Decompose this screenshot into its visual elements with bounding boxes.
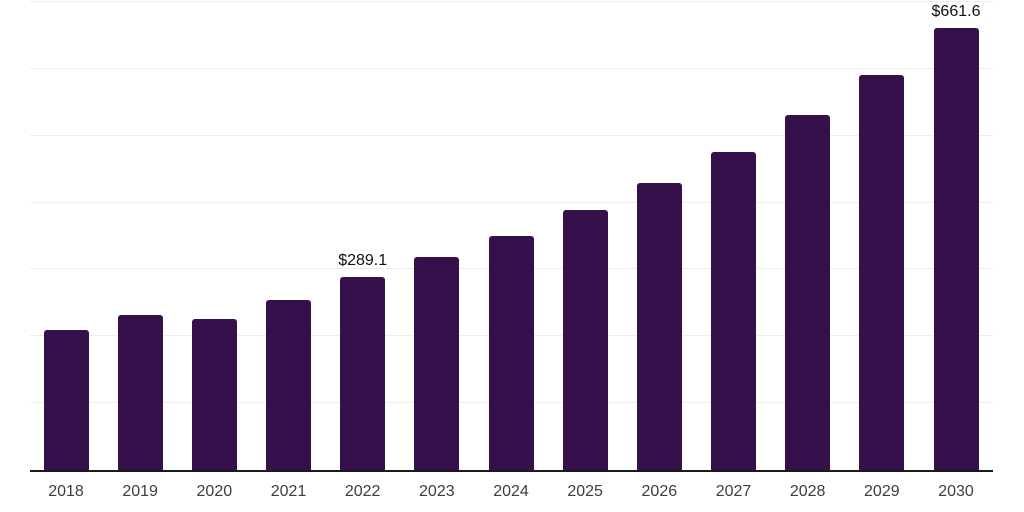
gridline-700	[30, 1, 993, 2]
bar-2018	[43, 330, 89, 470]
x-tick-label-2023: 2023	[419, 483, 455, 500]
bar-2023	[414, 256, 460, 470]
x-tick-label-2022: 2022	[344, 483, 381, 500]
x-axis-line	[30, 470, 993, 472]
bar-2022	[340, 276, 386, 470]
bar-2025	[562, 209, 608, 470]
value-label-2030: $661.6	[931, 2, 981, 20]
bar-2024	[488, 236, 534, 470]
gridline-400	[30, 201, 993, 203]
x-tick-label-2018: 2018	[48, 483, 84, 500]
x-tick-label-2030: 2030	[938, 483, 974, 500]
bar-2021	[266, 300, 311, 470]
x-tick-label-2028: 2028	[789, 483, 826, 500]
bar-2019	[117, 314, 163, 470]
bar-2029	[859, 74, 905, 470]
value-label-2022: $289.1	[338, 251, 388, 269]
bar-2028	[785, 115, 831, 470]
plot-area: $289.1 $661.6	[30, 0, 993, 470]
bar-2027	[711, 151, 756, 470]
gridline-600	[30, 67, 993, 69]
x-tick-label-2024: 2024	[493, 483, 529, 500]
gridline-500	[30, 134, 993, 136]
x-tick-label-2027: 2027	[715, 483, 752, 500]
bar-2030	[933, 27, 979, 470]
x-tick-label-2025: 2025	[567, 483, 603, 500]
x-tick-label-2021: 2021	[270, 483, 307, 500]
x-tick-label-2029: 2029	[864, 483, 900, 500]
x-tick-label-2026: 2026	[641, 483, 678, 500]
bar-2020	[191, 318, 237, 470]
x-tick-label-2020: 2020	[196, 483, 233, 500]
bar-2026	[636, 183, 682, 470]
x-tick-label-2019: 2019	[122, 483, 158, 500]
